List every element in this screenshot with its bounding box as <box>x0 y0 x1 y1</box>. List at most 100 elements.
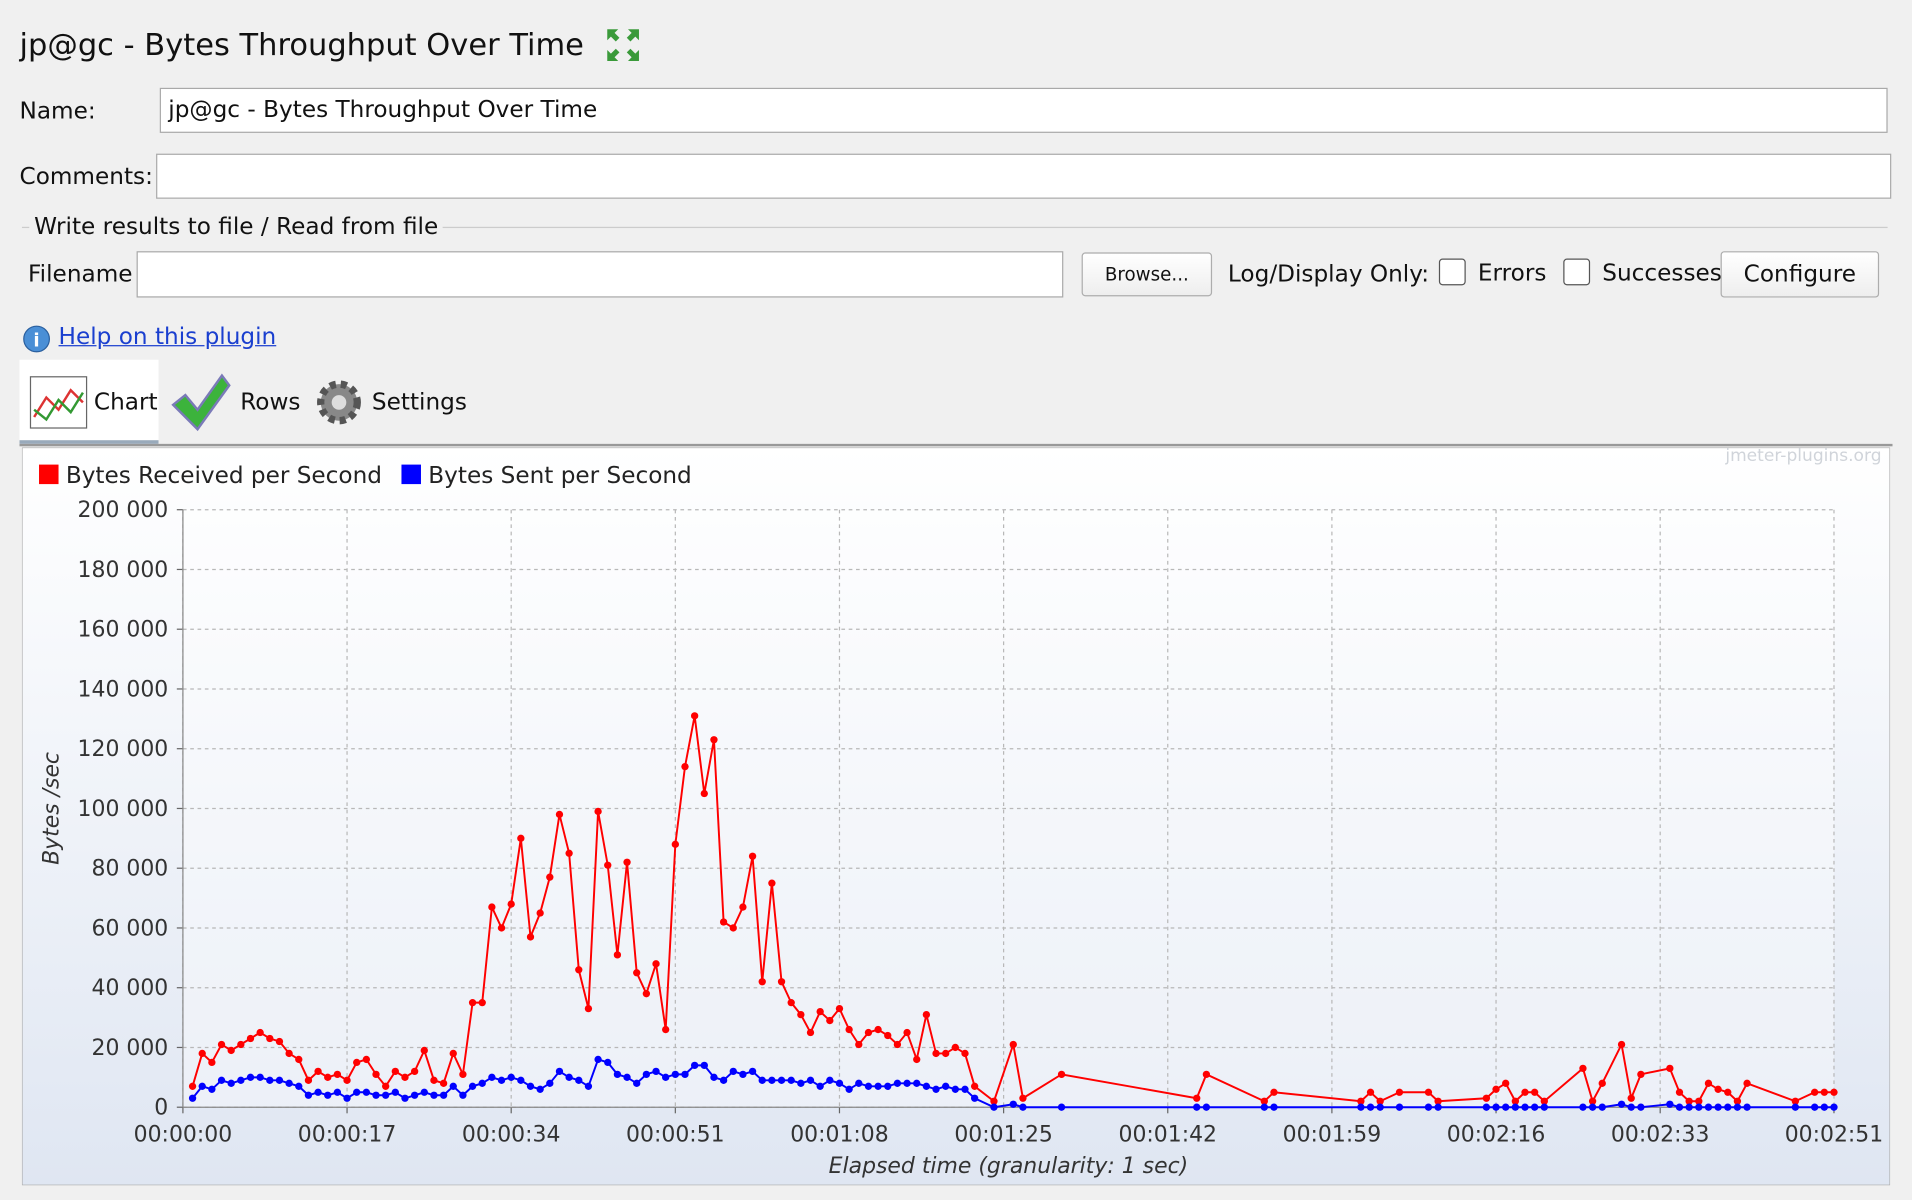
data-point <box>526 1082 535 1090</box>
data-point <box>295 1082 303 1090</box>
data-point <box>951 1085 959 1093</box>
data-point <box>391 1088 399 1096</box>
data-point <box>884 1082 892 1090</box>
data-point <box>343 1094 351 1102</box>
data-point <box>758 1076 766 1084</box>
data-point <box>343 1076 351 1084</box>
data-point <box>1627 1094 1635 1102</box>
data-point <box>256 1028 264 1037</box>
data-point <box>565 1073 573 1081</box>
data-point <box>536 909 544 917</box>
data-point <box>1598 1079 1606 1087</box>
data-point <box>285 1049 293 1058</box>
data-point <box>266 1034 274 1043</box>
data-point <box>816 1082 824 1090</box>
data-point <box>1811 1088 1819 1096</box>
successes-checkbox[interactable] <box>1563 258 1591 286</box>
data-point <box>1202 1070 1211 1079</box>
data-point <box>903 1028 911 1037</box>
data-point <box>1733 1097 1742 1105</box>
chart-background <box>21 447 1891 1186</box>
help-link[interactable]: Help on this plugin <box>58 323 277 350</box>
y-tick-label: 20 000 <box>92 1036 169 1061</box>
data-point <box>1791 1097 1800 1105</box>
data-point <box>1685 1097 1693 1105</box>
data-point <box>1675 1103 1684 1111</box>
data-point <box>575 1076 583 1084</box>
comments-label: Comments: <box>19 163 153 191</box>
data-point <box>584 1004 593 1013</box>
title: jp@gc - Bytes Throughput Over Time <box>19 26 584 63</box>
data-point <box>1270 1088 1278 1096</box>
y-tick-label: 120 000 <box>78 737 169 762</box>
data-point <box>488 1073 496 1081</box>
tab-label[interactable]: Chart <box>93 388 158 416</box>
data-point <box>314 1088 322 1096</box>
data-point <box>372 1091 380 1099</box>
data-point <box>835 1004 844 1013</box>
data-point <box>748 1067 757 1076</box>
data-point <box>594 807 602 816</box>
data-point <box>1811 1103 1819 1111</box>
y-tick-label: 200 000 <box>78 498 169 523</box>
data-point <box>932 1085 940 1093</box>
name-input[interactable]: jp@gc - Bytes Throughput Over Time <box>159 87 1888 133</box>
y-tick-label: 60 000 <box>92 916 169 941</box>
data-point <box>1376 1103 1384 1111</box>
x-tick-label: 00:01:25 <box>954 1122 1053 1147</box>
x-tick-label: 00:01:42 <box>1118 1122 1217 1147</box>
errors-checkbox[interactable] <box>1438 258 1466 286</box>
data-point <box>575 966 583 974</box>
data-point <box>990 1103 998 1111</box>
section-title: Write results to file / Read from file <box>29 213 444 241</box>
y-tick-label: 0 <box>154 1096 168 1121</box>
data-point <box>758 978 766 986</box>
data-point <box>382 1082 390 1090</box>
data-point <box>1482 1094 1491 1102</box>
data-point <box>198 1049 206 1058</box>
rows-tab-icon <box>171 373 231 432</box>
data-point <box>806 1028 815 1037</box>
data-point <box>565 849 573 857</box>
data-point <box>1579 1103 1587 1111</box>
data-point <box>1424 1103 1433 1111</box>
data-point <box>449 1082 457 1090</box>
data-point <box>594 1055 602 1064</box>
data-point <box>787 998 795 1007</box>
data-point <box>1434 1103 1442 1111</box>
x-tick-label: 00:01:08 <box>790 1122 889 1147</box>
data-point <box>1714 1085 1722 1093</box>
info-icon: i <box>23 325 50 353</box>
data-point <box>266 1076 274 1084</box>
tab-label[interactable]: Rows <box>240 388 301 416</box>
data-point <box>546 1079 554 1087</box>
data-point <box>208 1058 216 1067</box>
data-point <box>217 1040 226 1049</box>
data-point <box>1540 1103 1548 1111</box>
x-tick-label: 00:02:51 <box>1785 1122 1884 1147</box>
tab-label[interactable]: Settings <box>371 388 467 416</box>
data-point <box>1791 1103 1800 1111</box>
data-point <box>517 1076 525 1084</box>
legend-label: Bytes Received per Second <box>66 463 382 489</box>
data-point <box>1704 1103 1713 1111</box>
data-point <box>526 933 535 941</box>
data-point <box>362 1055 371 1064</box>
browse-button[interactable]: Browse... <box>1081 252 1213 297</box>
data-point <box>739 1070 747 1079</box>
data-point <box>1270 1103 1278 1111</box>
data-point <box>1675 1088 1684 1096</box>
filename-input[interactable] <box>136 251 1064 298</box>
data-point <box>1009 1040 1017 1049</box>
configure-button[interactable]: Configure <box>1720 251 1880 298</box>
data-point <box>468 1082 477 1090</box>
legend-swatch <box>401 464 421 485</box>
data-point <box>845 1025 853 1034</box>
data-point <box>362 1088 371 1096</box>
comments-input[interactable] <box>156 153 1892 199</box>
data-point <box>188 1082 197 1090</box>
data-point <box>1521 1103 1529 1111</box>
expand-icon[interactable] <box>605 27 642 64</box>
data-point <box>613 1070 622 1079</box>
